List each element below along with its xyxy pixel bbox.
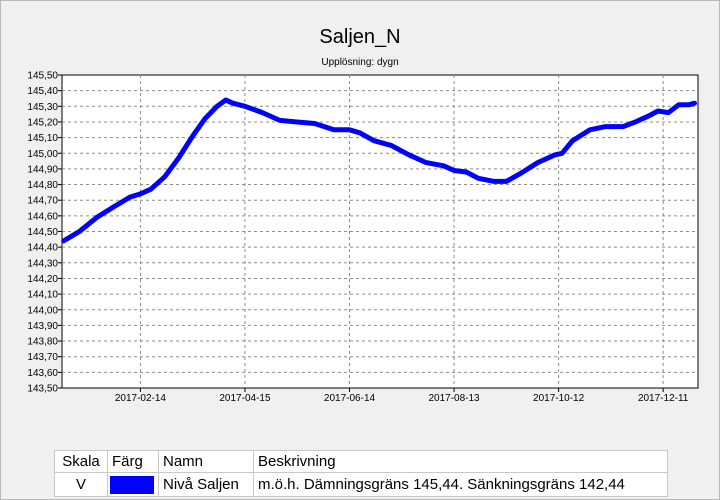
x-tick-label: 2017-06-14 — [324, 393, 376, 404]
legend-header-description: Beskrivning — [253, 450, 668, 473]
legend-row[interactable]: V Nivå Saljen m.ö.h. Dämningsgräns 145,4… — [54, 472, 668, 497]
legend-header-scale: Skala — [54, 450, 108, 473]
legend-color-cell — [107, 472, 159, 497]
y-tick-label: 145,20 — [27, 117, 58, 128]
y-axis: 145,50 145,40 145,30 145,20 145,10 145,00 144,… — [27, 71, 62, 395]
y-tick-label: 145,40 — [27, 86, 58, 97]
y-tick-label: 144,00 — [27, 305, 58, 316]
x-axis: 2017-02-14 2017-04-15 2017-06-14 2017-08-13… — [115, 388, 689, 404]
legend-header-row: Skala Färg Namn Beskrivning — [54, 450, 668, 473]
legend-table: Skala Färg Namn Beskrivning V Nivå Salje… — [54, 450, 668, 497]
legend-series-description: m.ö.h. Dämningsgräns 145,44. Sänkningsgr… — [253, 472, 668, 497]
y-tick-label: 143,60 — [27, 368, 58, 379]
y-tick-label: 145,00 — [27, 149, 58, 160]
y-tick-label: 145,10 — [27, 133, 58, 144]
series-layer — [61, 97, 697, 244]
y-tick-label: 145,50 — [27, 71, 58, 82]
y-tick-label: 144,20 — [27, 274, 58, 285]
x-tick-label: 2017-08-13 — [428, 393, 480, 404]
legend-series-name: Nivå Saljen — [158, 472, 254, 497]
y-tick-label: 144,40 — [27, 243, 58, 254]
x-tick-label: 2017-04-15 — [219, 393, 271, 404]
y-tick-label: 144,70 — [27, 196, 58, 207]
y-tick-label: 144,60 — [27, 211, 58, 222]
legend-scale-value: V — [54, 472, 108, 497]
legend-header-name: Namn — [158, 450, 254, 473]
grid — [62, 75, 698, 388]
y-tick-label: 143,50 — [27, 384, 58, 395]
x-tick-label: 2017-10-12 — [533, 393, 585, 404]
y-tick-label: 144,10 — [27, 290, 58, 301]
chart: Saljen_N Upplösning: dygn 145,50145,4014… — [27, 26, 699, 404]
y-tick-label: 144,80 — [27, 180, 58, 191]
y-tick-label: 143,70 — [27, 352, 58, 363]
y-tick-label: 144,30 — [27, 258, 58, 269]
chart-subtitle: Upplösning: dygn — [321, 57, 398, 68]
legend-header-color: Färg — [107, 450, 159, 473]
chart-title: Saljen_N — [319, 26, 400, 48]
y-tick-label: 145,30 — [27, 102, 58, 113]
y-tick-label: 143,80 — [27, 337, 58, 348]
legend-color-swatch — [110, 475, 154, 494]
y-tick-label: 144,50 — [27, 227, 58, 238]
y-tick-label: 144,90 — [27, 164, 58, 175]
y-tick-label: 143,90 — [27, 321, 58, 332]
x-tick-label: 2017-12-11 — [638, 393, 689, 404]
series-line — [61, 97, 697, 244]
x-tick-label: 2017-02-14 — [115, 393, 167, 404]
